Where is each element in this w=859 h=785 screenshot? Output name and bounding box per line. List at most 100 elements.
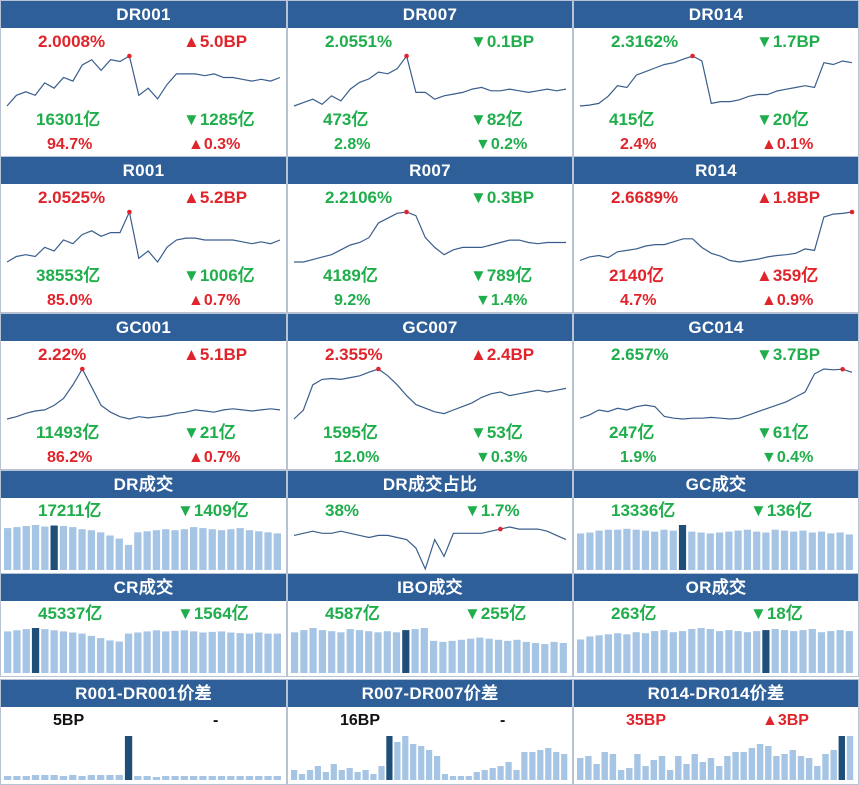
volume-change: ▼53亿 — [470, 423, 523, 442]
peak-marker — [840, 366, 845, 372]
bar — [190, 631, 198, 673]
bar — [328, 631, 336, 673]
panel-title: DR007 — [288, 1, 572, 28]
bar — [740, 752, 747, 780]
bar — [273, 776, 281, 780]
bar — [236, 633, 244, 673]
bar — [134, 776, 142, 780]
series-line — [579, 368, 853, 420]
bar — [743, 632, 751, 673]
panel-change: ▼255亿 — [464, 604, 527, 623]
bar — [553, 752, 560, 780]
bar — [402, 630, 410, 673]
bar — [497, 766, 504, 780]
bar — [338, 770, 345, 780]
bar — [264, 532, 272, 570]
bar — [734, 631, 742, 673]
bar — [691, 754, 698, 780]
bar — [13, 527, 21, 570]
share-change: ▼1.4% — [475, 292, 528, 309]
rate-change: ▲5.0BP — [183, 32, 248, 51]
rate-change: ▼0.3BP — [470, 188, 535, 207]
bar — [97, 638, 105, 673]
bar — [4, 776, 12, 780]
bar — [675, 756, 682, 780]
bar — [658, 756, 666, 780]
volume-value: 473亿 — [323, 110, 369, 129]
panel-value: 263亿 — [611, 604, 657, 623]
bar — [771, 629, 779, 673]
bar — [467, 638, 475, 673]
bar — [97, 532, 105, 570]
rate-change: ▲5.2BP — [183, 188, 248, 207]
bar — [651, 531, 659, 570]
bar — [180, 630, 188, 673]
bar — [725, 531, 733, 570]
bar-chart — [577, 525, 853, 570]
spread-change: - — [213, 712, 219, 729]
rate-change: ▲2.4BP — [470, 345, 535, 364]
rate-value: 2.2106% — [325, 188, 393, 207]
sparkline-chart — [6, 209, 281, 264]
bar — [836, 532, 844, 570]
bar — [753, 531, 761, 570]
panel-title: GC成交 — [574, 471, 858, 498]
bar — [634, 754, 641, 780]
bar — [59, 526, 68, 570]
bar — [143, 776, 151, 780]
bar — [420, 628, 428, 673]
bar — [199, 632, 207, 673]
rate-change: ▼3.7BP — [756, 345, 821, 364]
volume-panel-0: DR成交 17211亿 ▼1409亿 — [0, 470, 287, 574]
bar — [162, 776, 170, 780]
bar — [473, 772, 480, 780]
bar — [641, 633, 650, 673]
panel-title: GC001 — [1, 314, 286, 341]
bar — [394, 742, 401, 780]
share-value: 1.9% — [620, 449, 657, 466]
bar — [537, 750, 544, 780]
bar — [264, 776, 272, 780]
bar — [134, 632, 142, 673]
bar — [765, 746, 772, 780]
bar — [822, 754, 829, 780]
bar — [707, 758, 715, 780]
bar — [522, 641, 530, 673]
volume-panel-2: GC成交 13336亿 ▼136亿 — [573, 470, 859, 574]
share-change: ▲0.7% — [188, 449, 241, 466]
rate-value: 2.0008% — [38, 32, 106, 51]
bar — [666, 770, 674, 780]
bar — [808, 532, 816, 570]
bar — [604, 634, 612, 673]
bar — [78, 529, 86, 570]
rate-panel-dr001: DR001 2.0008% ▲5.0BP 16301亿 ▼1285亿 94.7% ▲0.3% — [0, 0, 287, 157]
panel-value: 13336亿 — [611, 501, 676, 520]
bar-chart — [4, 525, 281, 570]
rate-panel-r007: R007 2.2106% ▼0.3BP 4189亿 ▼789亿 9.2% ▼1.4% — [287, 156, 573, 313]
bar — [651, 631, 659, 673]
volume-value: 11493亿 — [36, 423, 100, 442]
rate-change: ▼0.1BP — [470, 32, 535, 51]
bar — [264, 633, 272, 673]
bar — [87, 530, 95, 570]
bar — [236, 528, 244, 570]
bar — [152, 630, 161, 673]
bar — [623, 634, 631, 673]
volume-change: ▼1006亿 — [183, 266, 255, 285]
bar — [814, 766, 821, 780]
spread-change: ▲3BP — [762, 712, 809, 729]
bar — [31, 628, 40, 673]
bar — [255, 531, 263, 570]
bar — [780, 630, 789, 673]
bar — [41, 775, 49, 780]
rate-value: 2.6689% — [611, 188, 679, 207]
peak-marker — [690, 53, 695, 59]
rate-value: 2.657% — [611, 345, 669, 364]
panel-value: 45337亿 — [38, 604, 103, 623]
bar — [732, 752, 739, 780]
panel-title: IBO成交 — [288, 574, 572, 601]
sparkline-chart — [579, 366, 853, 420]
bar — [706, 629, 714, 673]
bar — [171, 630, 179, 673]
peak-marker — [127, 53, 132, 59]
